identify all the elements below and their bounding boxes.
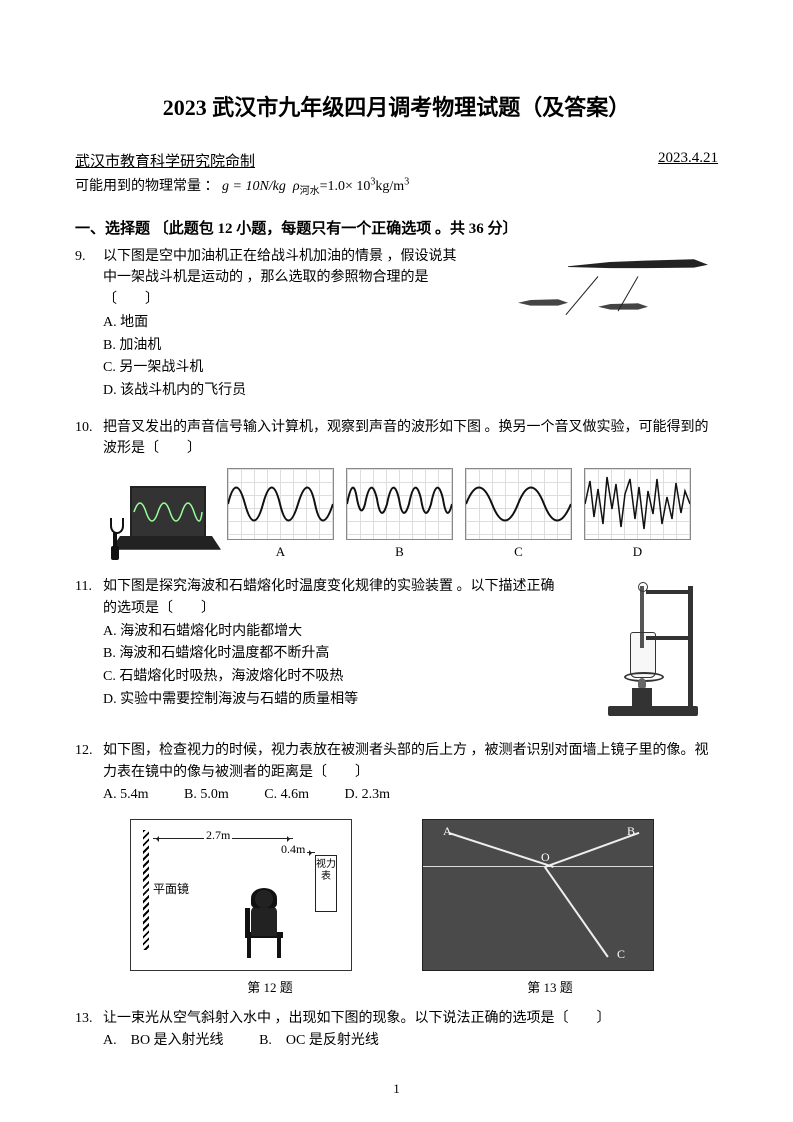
q10-text: 把音叉发出的声音信号输入计算机，观察到声音的波形如下图 。换另一个音叉做实验，可… xyxy=(103,420,709,457)
q11-optC: C. 石蜡熔化时吸热，海波熔化时不吸热 xyxy=(103,666,558,688)
constant-g: g = 10N/kg xyxy=(222,179,286,194)
rho-sub: 河水 xyxy=(300,186,320,197)
q9-optA: A. 地面 xyxy=(103,312,468,334)
constants-line: 可能用到的物理常量 ： g = 10N/kg ρ河水=1.0× 103kg/m3 xyxy=(75,175,718,197)
wave-B-label: B xyxy=(346,542,453,562)
wave-D: D xyxy=(584,468,691,562)
q12-num: 12. xyxy=(75,740,93,762)
question-12: 12. 如下图，检查视力的时候，视力表放在被测者头部的后上方 ，被测者识别对面墙… xyxy=(75,740,718,805)
q9-text: 以下图是空中加油机正在给战斗机加油的情景 ，假设说其中一架战斗机是运动的 ，那么… xyxy=(103,249,457,307)
page-number: 1 xyxy=(0,1081,793,1097)
question-9: 9. 以下图是空中加油机正在给战斗机加油的情景 ，假设说其中一架战斗机是运动的 … xyxy=(75,246,718,403)
q13-text: 让一束光从空气斜射入水中 ，出现如下图的现象。以下说法正确的选项是〔 〕 xyxy=(103,1011,611,1026)
author: 武汉市教育科学研究院命制 xyxy=(75,150,255,171)
q12-text: 如下图，检查视力的时候，视力表放在被测者头部的后上方 ，被测者识别对面墙上镜子里… xyxy=(103,743,709,780)
point-C: C xyxy=(617,947,625,962)
laptop-screen-icon xyxy=(130,486,206,538)
stand-base-icon xyxy=(608,706,698,716)
waveform-row: A B C D xyxy=(105,468,718,562)
mirror-figure: 平面镜 2.7m 0.4m 视力表 xyxy=(130,819,352,971)
point-O: O xyxy=(541,850,550,865)
q11-optB: B. 海波和石蜡熔化时温度都不断升高 xyxy=(103,643,558,665)
question-13: 13. 让一束光从空气斜射入水中 ，出现如下图的现象。以下说法正确的选项是〔 〕… xyxy=(75,1008,718,1051)
q12-optC: C. 4.6m xyxy=(264,784,309,806)
rho-val: =1.0× 10 xyxy=(320,179,371,194)
section-1-header: 一、选择题 〔此题包 12 小题，每题只有一个正确选项 。共 36 分〕 xyxy=(75,217,718,238)
ray-OC xyxy=(544,867,608,958)
q9-num: 9. xyxy=(75,246,86,268)
tuning-fork-icon xyxy=(105,520,125,560)
fighter1-icon xyxy=(518,296,568,310)
dim1-text: 2.7m xyxy=(204,828,232,843)
laptop-figure xyxy=(105,482,215,562)
q11-optA: A. 海波和石蜡熔化时内能都增大 xyxy=(103,621,558,643)
q10-num: 10. xyxy=(75,417,93,439)
question-10: 10. 把音叉发出的声音信号输入计算机，观察到声音的波形如下图 。换另一个音叉做… xyxy=(75,417,718,563)
airplane-figure xyxy=(488,246,718,326)
page-title: 2023 武汉市九年级四月调考物理试题（及答案） xyxy=(75,90,718,122)
wave-C-label: C xyxy=(465,542,572,562)
apparatus-figure xyxy=(598,576,718,726)
q11-text: 如下图是探究海波和石蜡熔化时温度变化规律的实验装置 。以下描述正确的选项是〔 〕 xyxy=(103,579,555,616)
wave-A-label: A xyxy=(227,542,334,562)
girl-icon xyxy=(241,868,287,958)
wave-D-label: D xyxy=(584,542,691,562)
eye-chart-icon: 视力表 xyxy=(315,855,337,912)
ray-AO xyxy=(449,832,554,867)
q13-optA: A. BO 是入射光线 xyxy=(103,1030,224,1052)
stand-pole-icon xyxy=(688,586,693,706)
dim2-text: 0.4m xyxy=(279,842,307,857)
point-A: A xyxy=(443,824,452,839)
question-11: 11. 如下图是探究海波和石蜡熔化时温度变化规律的实验装置 。以下描述正确的选项… xyxy=(75,576,718,726)
rho-symbol: ρ xyxy=(293,179,300,194)
wave-B: B xyxy=(346,468,453,562)
wave-A: A xyxy=(227,468,334,562)
rho-unit-exp: 3 xyxy=(404,176,409,187)
constants-prefix: 可能用到的物理常量 ： xyxy=(75,179,219,194)
point-B: B xyxy=(627,824,635,839)
q12-optA: A. 5.4m xyxy=(103,784,149,806)
author-line: 武汉市教育科学研究院命制 2023.4.21 xyxy=(75,150,718,171)
q9-optC: C. 另一架战斗机 xyxy=(103,357,468,379)
q13-num: 13. xyxy=(75,1008,93,1030)
date: 2023.4.21 xyxy=(658,150,718,171)
fuel-line-1 xyxy=(565,276,598,315)
q9-optD: D. 该战斗机内的飞行员 xyxy=(103,380,468,402)
mirror-label: 平面镜 xyxy=(153,880,189,897)
q9-optB: B. 加油机 xyxy=(103,335,468,357)
q11-optD: D. 实验中需要控制海波与石蜡的质量相等 xyxy=(103,689,558,711)
laptop-base-icon xyxy=(111,536,221,550)
rho-unit: kg/m xyxy=(375,179,404,194)
caption-12: 第 12 题 xyxy=(130,977,410,996)
figure-row-12-13: 平面镜 2.7m 0.4m 视力表 A B O C xyxy=(130,819,718,971)
wave-C: C xyxy=(465,468,572,562)
eye-chart-label: 视力表 xyxy=(316,859,336,882)
q12-optB: B. 5.0m xyxy=(184,784,229,806)
caption-row: 第 12 题 第 13 题 xyxy=(130,977,690,996)
burner-icon xyxy=(632,688,652,706)
mirror-icon xyxy=(143,830,149,950)
refraction-figure: A B O C xyxy=(422,819,654,971)
exam-page: 2023 武汉市九年级四月调考物理试题（及答案） 武汉市教育科学研究院命制 20… xyxy=(0,0,793,1122)
water-surface-icon xyxy=(423,866,653,867)
q13-optB: B. OC 是反射光线 xyxy=(259,1030,379,1052)
ray-OB xyxy=(545,832,639,868)
caption-13: 第 13 题 xyxy=(410,977,690,996)
q11-num: 11. xyxy=(75,576,92,598)
tanker-plane-icon xyxy=(568,251,708,279)
q12-optD: D. 2.3m xyxy=(344,784,390,806)
clamp1-icon xyxy=(646,590,688,594)
